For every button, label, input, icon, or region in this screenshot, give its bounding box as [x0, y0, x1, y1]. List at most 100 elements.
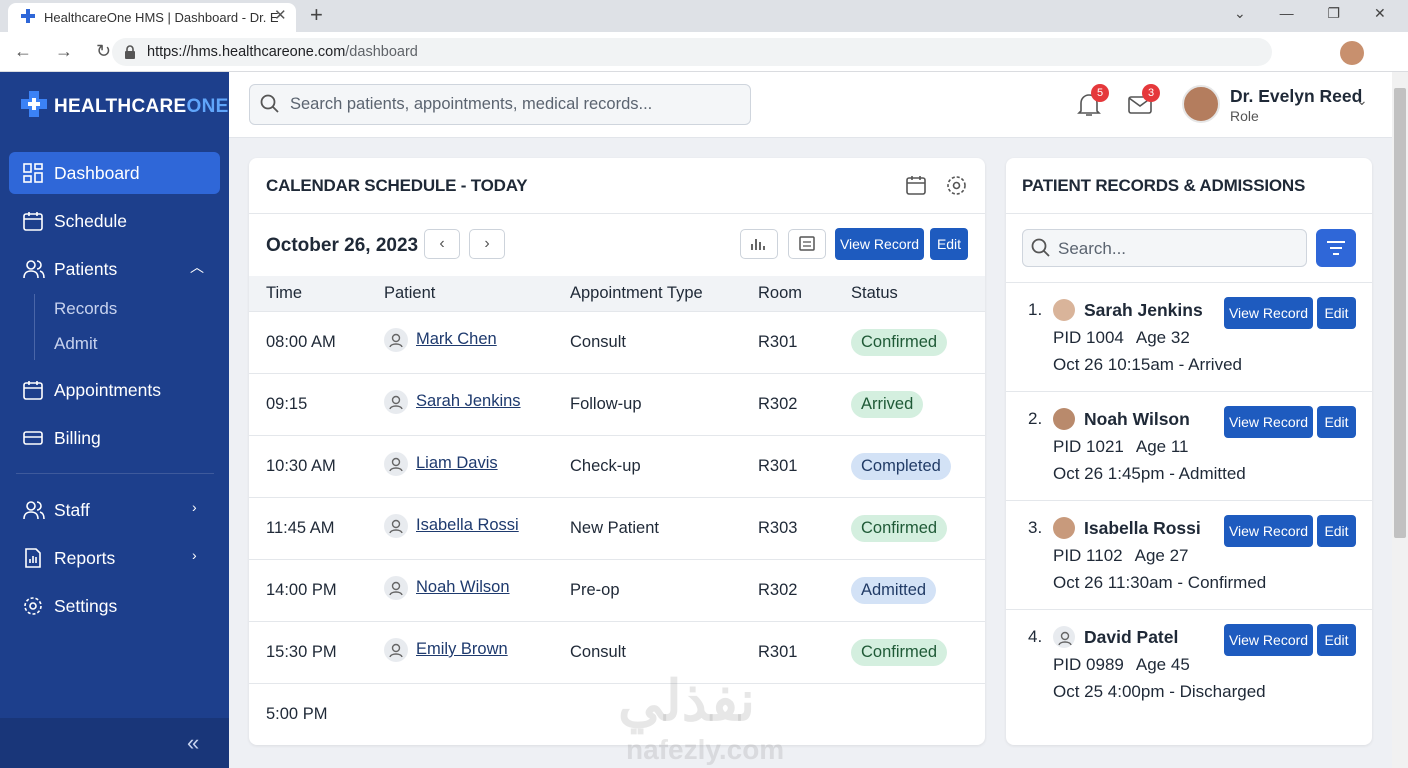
user-name[interactable]: Dr. Evelyn Reed	[1230, 86, 1363, 106]
patient-link[interactable]: Sarah Jenkins	[416, 392, 521, 410]
column-header: Room	[741, 276, 834, 311]
filter-button[interactable]	[1316, 229, 1356, 267]
scrollbar[interactable]	[1392, 72, 1408, 768]
calendar-icon[interactable]	[906, 175, 926, 195]
time-cell: 15:30 PM	[249, 620, 367, 683]
graphic	[125, 51, 135, 59]
record-status: Oct 25 4:00pm - Discharged	[1053, 682, 1266, 701]
user-menu-chevron[interactable]: ⌄	[1356, 92, 1368, 108]
patient-link-wrap: Isabella Rossi	[384, 513, 519, 538]
scroll-thumb[interactable]	[1394, 88, 1406, 538]
type-cell: Check-up	[553, 434, 741, 497]
subnav-item[interactable]: Admit	[54, 334, 98, 353]
edit-button[interactable]: Edit	[1317, 406, 1356, 438]
search-icon	[260, 94, 279, 113]
view-record-button[interactable]: View Record	[835, 228, 924, 260]
nav-item[interactable]: Patients ︿	[9, 248, 220, 290]
search-icon	[1031, 238, 1050, 257]
chart-view[interactable]	[740, 229, 778, 259]
status-cell: Confirmed	[834, 620, 985, 683]
graphic	[23, 163, 43, 183]
edit-button[interactable]: Edit	[1317, 624, 1356, 656]
url-field[interactable]: https://hms.healthcareone.com/dashboard	[112, 38, 1272, 66]
nav-buttons[interactable]: ← → ↻	[14, 41, 112, 61]
nav-item[interactable]: Billing	[9, 417, 220, 459]
column-header: Appointment Type	[553, 276, 741, 311]
patient-link[interactable]: Mark Chen	[416, 330, 497, 348]
nav-item[interactable]: Staff ›	[9, 489, 220, 531]
table-row: 08:00 AM Mark Chen Consult R301 Confirmed	[249, 310, 985, 373]
global-search[interactable]: Search patients, appointments, medical r…	[249, 84, 751, 125]
view-record-button[interactable]: View Record	[1224, 515, 1313, 547]
patient-avatar	[384, 575, 408, 600]
nav-item[interactable]: Dashboard	[9, 152, 220, 194]
record-name: Sarah Jenkins	[1084, 300, 1203, 320]
type-cell: Consult	[553, 310, 741, 373]
tab-close[interactable]: ✕	[274, 7, 287, 24]
graphic	[23, 501, 45, 520]
empty-cell	[367, 682, 553, 745]
graphic	[391, 519, 401, 528]
person-icon	[1058, 631, 1072, 646]
next-day[interactable]: ›	[469, 229, 505, 259]
time-cell: 10:30 AM	[249, 434, 367, 497]
brand-logo	[21, 91, 47, 117]
nav-label: Patients	[54, 259, 118, 279]
edit-button[interactable]: Edit	[930, 228, 968, 260]
grid-view[interactable]	[788, 229, 826, 259]
nav-icon	[24, 597, 42, 615]
graphic	[391, 333, 401, 342]
patient-link[interactable]: Emily Brown	[416, 640, 508, 658]
subnav-item[interactable]: Records	[54, 299, 118, 318]
browser-tab[interactable]: HealthcareOne HMS | Dashboard - Dr. E	[8, 3, 296, 32]
graphic	[389, 466, 403, 471]
user-avatar[interactable]	[1182, 85, 1220, 123]
profile-avatar[interactable]	[1340, 41, 1364, 65]
divider	[1006, 213, 1372, 214]
graphic	[1060, 631, 1070, 641]
graphic	[952, 181, 961, 190]
patient-link[interactable]: Liam Davis	[416, 454, 498, 472]
record-pid: PID 1021	[1053, 437, 1124, 456]
prev-day[interactable]: ‹	[424, 229, 460, 259]
graphic	[907, 176, 925, 184]
nav-item[interactable]: Appointments	[9, 369, 220, 411]
view-record-button[interactable]: View Record	[1224, 624, 1313, 656]
records-search[interactable]: Search...	[1022, 229, 1307, 267]
nav-icon	[23, 212, 43, 231]
graphic	[1031, 238, 1047, 254]
empty-cell	[834, 682, 985, 745]
graphic	[34, 163, 43, 170]
nav-label: Appointments	[54, 380, 162, 400]
chevron: ›	[192, 547, 197, 563]
graphic	[23, 501, 45, 520]
status-pill: Completed	[851, 452, 951, 480]
divider	[249, 213, 985, 214]
edit-button[interactable]: Edit	[1317, 297, 1356, 329]
view-record-button[interactable]: View Record	[1224, 297, 1313, 329]
lock-icon	[125, 45, 135, 59]
patient-link[interactable]: Noah Wilson	[416, 578, 510, 596]
nav-item[interactable]: Settings	[9, 585, 220, 627]
new-tab[interactable]: +	[310, 2, 323, 27]
nav-label: Dashboard	[54, 163, 140, 183]
nav-icon	[23, 501, 45, 520]
view-record-button[interactable]: View Record	[1224, 406, 1313, 438]
patient-link[interactable]: Isabella Rossi	[416, 516, 519, 534]
graphic	[28, 98, 40, 110]
nav-icon	[23, 381, 43, 400]
graphic	[389, 590, 403, 595]
graphic	[21, 9, 35, 23]
settings-icon[interactable]	[946, 175, 967, 196]
graphic	[26, 260, 36, 270]
collapse-button[interactable]: «	[187, 730, 200, 755]
graphic	[25, 548, 41, 568]
graphic	[23, 382, 43, 400]
nav-item[interactable]: Schedule	[9, 200, 220, 242]
nav-item[interactable]: Reports ›	[9, 537, 220, 579]
type-cell: Pre-op	[553, 558, 741, 621]
record-item: 3. Isabella Rossi PID 1102 Age 27 Oct 26 11:…	[1006, 500, 1372, 608]
window-controls[interactable]: ⌄ — ❐ ✕	[1234, 5, 1386, 21]
edit-button[interactable]: Edit	[1317, 515, 1356, 547]
status-pill: Confirmed	[851, 514, 948, 542]
